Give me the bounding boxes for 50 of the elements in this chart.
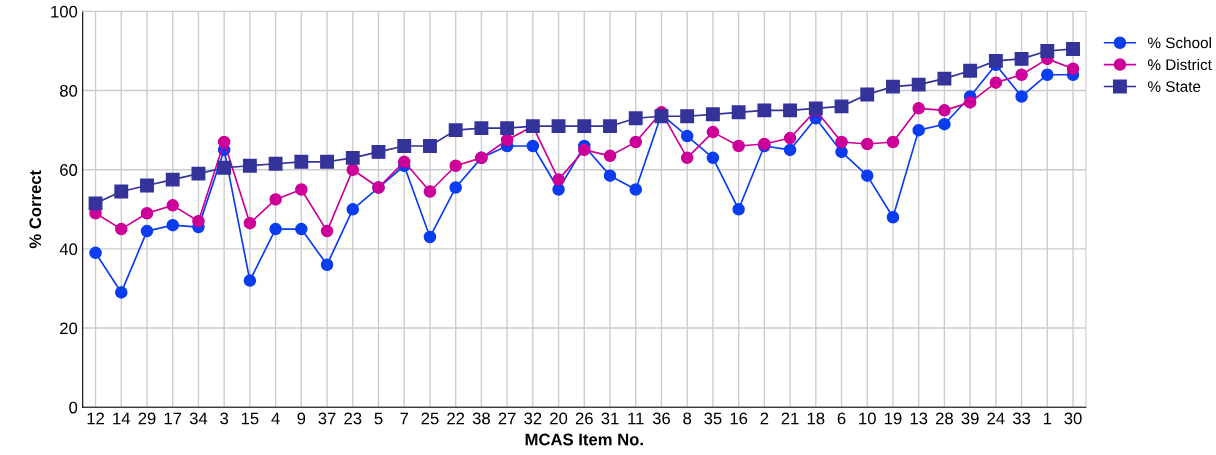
y-tick-label: 40 [59, 243, 78, 256]
x-tick-label: 25 [421, 412, 439, 425]
x-tick-label: 7 [400, 412, 409, 425]
y-tick-label: 100 [51, 5, 78, 18]
x-tick-label: 26 [575, 412, 593, 425]
x-tick-label: 34 [189, 412, 208, 425]
x-tick-label: 10 [859, 412, 876, 425]
y-tick-label: 0 [69, 401, 78, 414]
x-tick-label: 6 [837, 412, 846, 425]
x-axis-title: MCAS Item No. [525, 433, 643, 446]
x-tick-label: 3 [220, 412, 229, 425]
x-tick-label: 37 [318, 412, 336, 425]
x-tick-label: 4 [271, 412, 280, 425]
y-tick-label: 80 [60, 84, 78, 97]
x-tick-label: 9 [297, 412, 306, 425]
x-tick-label: 33 [1012, 412, 1031, 425]
x-tick-label: 28 [935, 412, 953, 425]
x-tick-label: 36 [652, 412, 670, 425]
x-tick-label: 39 [961, 412, 979, 425]
legend-label: % School [1147, 37, 1211, 49]
y-axis-title: % Correct [29, 170, 42, 249]
x-tick-label: 12 [87, 412, 104, 425]
x-tick-label: 22 [447, 412, 465, 425]
y-tick-label: 20 [60, 322, 78, 335]
x-tick-label: 11 [628, 412, 644, 425]
x-tick-label: 20 [550, 412, 568, 425]
x-tick-label: 1 [1043, 412, 1052, 425]
x-tick-label: 31 [601, 412, 619, 425]
x-tick-label: 2 [760, 412, 769, 425]
x-tick-label: 5 [374, 412, 383, 425]
legend-label: % District [1147, 58, 1212, 71]
x-tick-label: 14 [113, 412, 131, 425]
legend-label: % State [1147, 81, 1201, 92]
x-tick-label: 15 [241, 412, 259, 425]
x-tick-label: 30 [1064, 412, 1082, 425]
x-tick-label: 27 [498, 412, 516, 425]
x-tick-label: 29 [138, 412, 156, 425]
x-tick-label: 35 [704, 412, 722, 425]
x-tick-label: 13 [910, 412, 928, 425]
x-tick-label: 16 [730, 412, 748, 425]
x-tick-label: 18 [807, 412, 825, 425]
x-tick-label: 32 [524, 412, 542, 425]
x-tick-label: 23 [344, 412, 362, 425]
x-tick-label: 24 [987, 412, 1005, 425]
y-tick-label: 60 [60, 164, 78, 176]
x-tick-label: 17 [164, 412, 182, 425]
x-tick-label: 38 [472, 412, 490, 425]
x-tick-label: 19 [884, 412, 902, 425]
x-tick-label: 8 [683, 412, 692, 425]
x-tick-label: 21 [781, 412, 799, 425]
